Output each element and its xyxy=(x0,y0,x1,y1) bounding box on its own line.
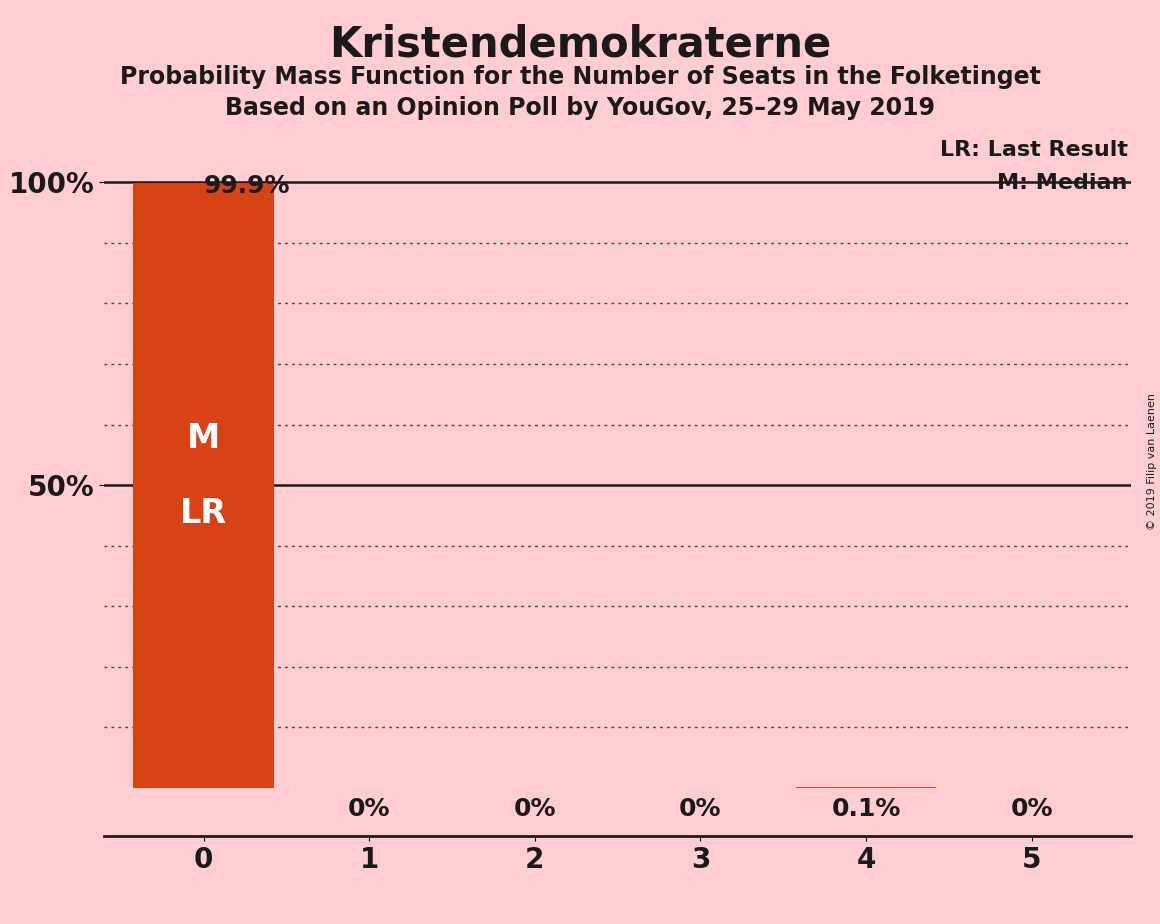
Text: © 2019 Filip van Laenen: © 2019 Filip van Laenen xyxy=(1147,394,1157,530)
Text: Kristendemokraterne: Kristendemokraterne xyxy=(329,23,831,65)
Text: 0.1%: 0.1% xyxy=(832,796,901,821)
Text: Probability Mass Function for the Number of Seats in the Folketinget: Probability Mass Function for the Number… xyxy=(119,65,1041,89)
Text: M: M xyxy=(187,422,220,455)
Text: 0%: 0% xyxy=(348,796,391,821)
Text: LR: LR xyxy=(180,497,227,530)
Text: Based on an Opinion Poll by YouGov, 25–29 May 2019: Based on an Opinion Poll by YouGov, 25–2… xyxy=(225,96,935,120)
Text: 0%: 0% xyxy=(1010,796,1053,821)
Text: 0%: 0% xyxy=(514,796,556,821)
Text: M: Median: M: Median xyxy=(998,174,1128,193)
Text: 99.9%: 99.9% xyxy=(204,174,290,198)
Text: LR: Last Result: LR: Last Result xyxy=(940,140,1128,160)
Bar xyxy=(133,183,274,788)
Text: 0%: 0% xyxy=(680,796,722,821)
